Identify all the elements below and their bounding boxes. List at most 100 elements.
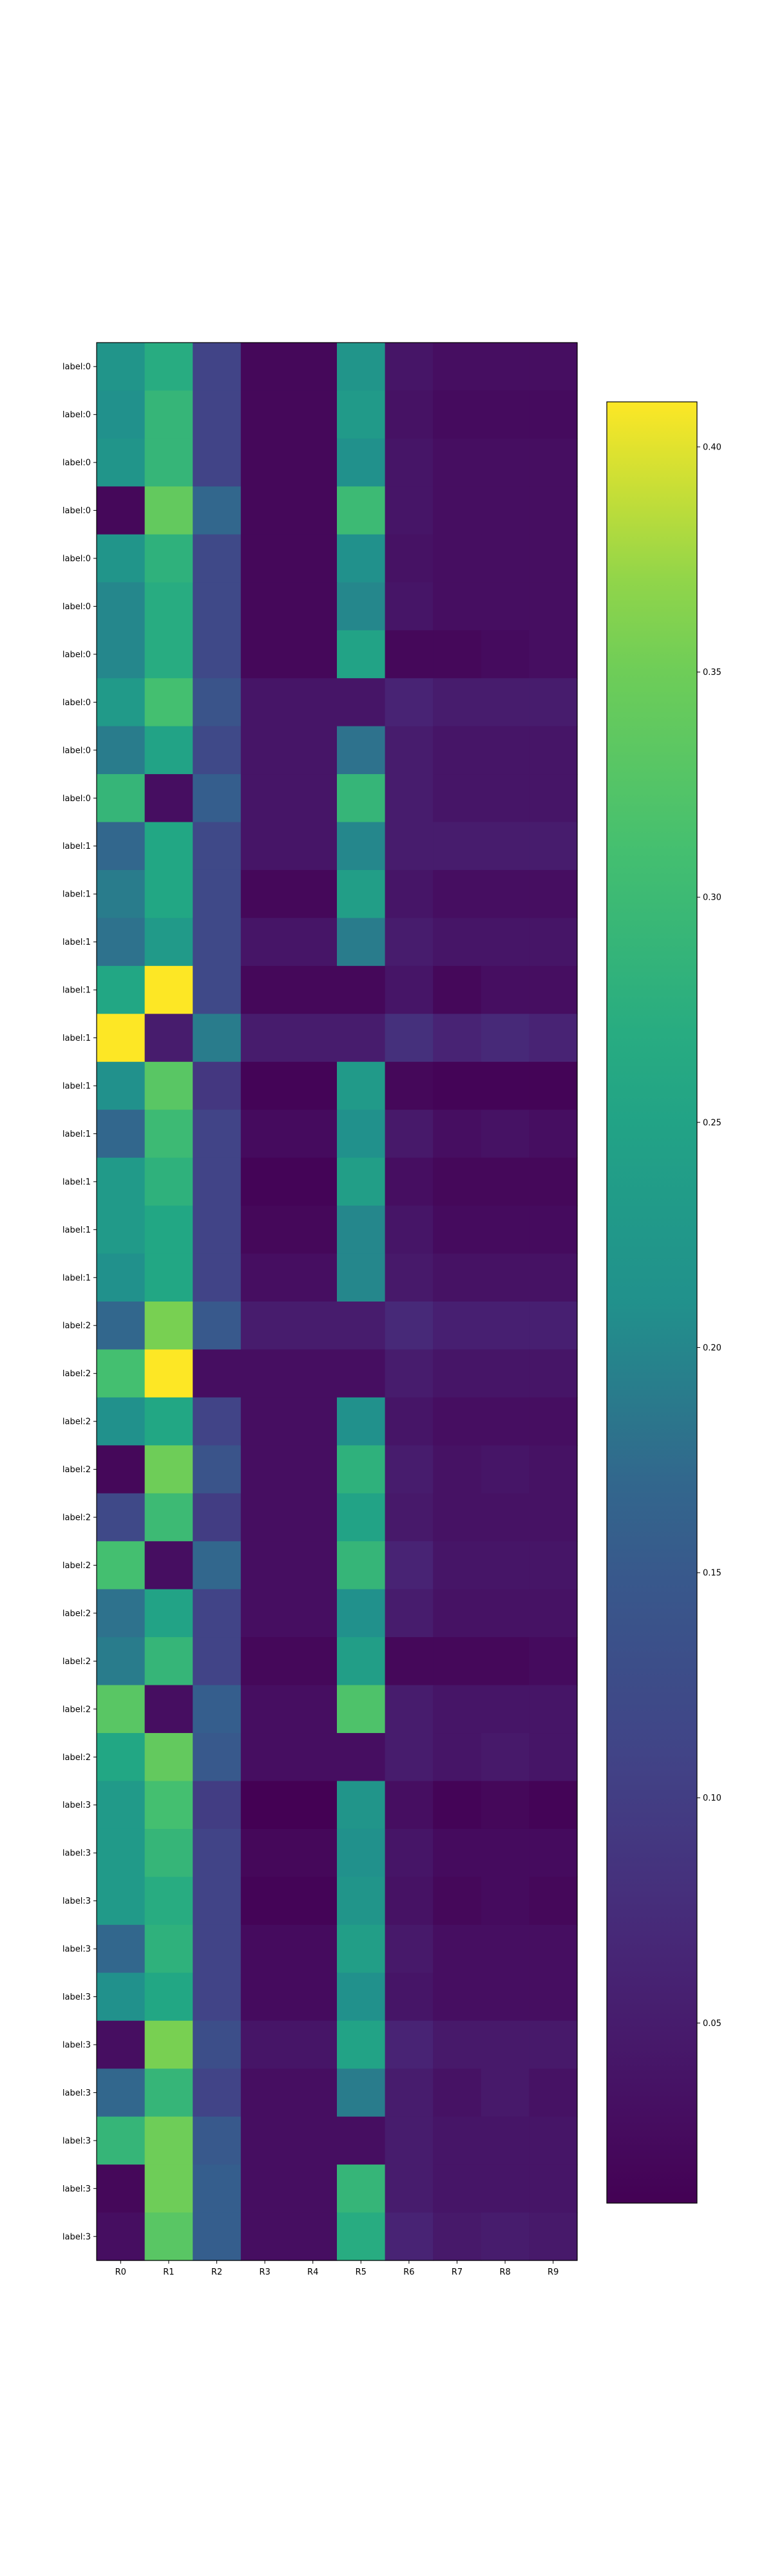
heatmap-cell	[385, 918, 434, 967]
heatmap-cell	[289, 2069, 338, 2117]
heatmap-cell	[193, 438, 242, 487]
y-tick-label: label:2	[62, 1609, 91, 1618]
heatmap-cell	[337, 678, 386, 727]
heatmap-cell	[289, 2020, 338, 2069]
y-tick-label: label:1	[62, 986, 91, 996]
heatmap-cell	[529, 582, 578, 631]
heatmap-cell	[240, 1302, 289, 1350]
heatmap-cell	[385, 2069, 434, 2117]
heatmap-cell	[240, 1157, 289, 1206]
heatmap-cell	[289, 822, 338, 871]
heatmap-cell	[193, 630, 242, 679]
heatmap-cell	[433, 1924, 482, 1973]
heatmap-cell	[433, 582, 482, 631]
heatmap-cell	[289, 1924, 338, 1973]
heatmap-cell	[240, 1637, 289, 1686]
heatmap-cell	[529, 343, 578, 392]
heatmap-cell	[193, 1973, 242, 2022]
heatmap-cell	[240, 1685, 289, 1734]
colorbar-tick-label: 0.30	[703, 893, 721, 903]
heatmap-cell	[240, 534, 289, 583]
heatmap-cell	[144, 869, 193, 918]
heatmap-cell	[433, 1110, 482, 1159]
colorbar: 0.05 0.10 0.15 0.20 0.25 0.30 0.35 0.40	[606, 401, 721, 2204]
x-tick-label: R4	[307, 2268, 318, 2277]
heatmap-cell	[337, 822, 386, 871]
y-tick-label: label:0	[62, 410, 91, 420]
heatmap-cell	[385, 1061, 434, 1110]
heatmap-cell	[529, 1828, 578, 1877]
x-tick-label: R2	[211, 2268, 222, 2277]
heatmap-cell	[481, 582, 530, 631]
heatmap-cell	[337, 2116, 386, 2165]
heatmap-cell	[337, 1302, 386, 1350]
y-tick-label: label:0	[62, 363, 91, 372]
x-axis: R0 R1 R2 R3 R4 R5 R6 R7 R8 R9	[115, 2260, 558, 2277]
heatmap-cell	[433, 1397, 482, 1446]
heatmap-cell	[240, 918, 289, 967]
heatmap-cell	[529, 1637, 578, 1686]
heatmap-cell	[337, 1828, 386, 1877]
heatmap-cell	[97, 486, 146, 535]
heatmap-cell	[144, 918, 193, 967]
heatmap-cell	[385, 1110, 434, 1159]
heatmap-cell	[385, 1157, 434, 1206]
heatmap-cell	[193, 1828, 242, 1877]
heatmap-cell	[193, 918, 242, 967]
y-axis: label:0 label:0 label:0 label:0 label:0 label…	[62, 363, 97, 2242]
heatmap-cell	[385, 630, 434, 679]
heatmap-cell	[240, 390, 289, 439]
heatmap-cell	[529, 1302, 578, 1350]
heatmap-cell	[289, 1397, 338, 1446]
y-tick-label: label:2	[62, 1705, 91, 1714]
heatmap-cell	[529, 774, 578, 823]
heatmap-cell	[385, 1541, 434, 1590]
heatmap-cell	[144, 678, 193, 727]
y-tick-label: label:2	[62, 1369, 91, 1379]
heatmap-cell	[481, 1397, 530, 1446]
heatmap-cell	[433, 965, 482, 1014]
heatmap-cell	[240, 774, 289, 823]
x-tick-label: R1	[163, 2268, 174, 2277]
heatmap-cell	[337, 1589, 386, 1638]
heatmap-cell	[289, 1157, 338, 1206]
heatmap-cell	[481, 1877, 530, 1926]
heatmap-cell	[97, 630, 146, 679]
heatmap-cell	[144, 1157, 193, 1206]
heatmap-cell	[240, 1206, 289, 1255]
heatmap-cell	[289, 869, 338, 918]
y-tick-label: label:3	[62, 1897, 91, 1906]
heatmap-cell	[193, 1302, 242, 1350]
heatmap-cell	[289, 678, 338, 727]
heatmap-cell	[337, 1493, 386, 1542]
heatmap-cell	[433, 1877, 482, 1926]
heatmap-cell	[97, 343, 146, 392]
heatmap-cell	[433, 1541, 482, 1590]
heatmap-cell	[481, 1973, 530, 2022]
heatmap-cell	[385, 2212, 434, 2261]
heatmap-cell	[385, 1733, 434, 1782]
heatmap-cell	[97, 1061, 146, 1110]
heatmap-cell	[97, 1206, 146, 1255]
heatmap-cell	[337, 2020, 386, 2069]
heatmap-cell	[529, 1973, 578, 2022]
heatmap-cell	[337, 1206, 386, 1255]
heatmap-cell	[144, 1014, 193, 1063]
heatmap-cell	[144, 343, 193, 392]
heatmap-cell	[529, 438, 578, 487]
heatmap-cell	[433, 1014, 482, 1063]
y-tick-label: label:1	[62, 890, 91, 900]
heatmap-cell	[97, 1157, 146, 1206]
heatmap-cell	[337, 1061, 386, 1110]
y-tick-label: label:3	[62, 2136, 91, 2146]
heatmap-cell	[481, 869, 530, 918]
heatmap-cell	[481, 1349, 530, 1398]
heatmap-cell	[529, 1589, 578, 1638]
heatmap-cell	[433, 869, 482, 918]
heatmap-cell	[240, 1110, 289, 1159]
heatmap-cell	[97, 1924, 146, 1973]
y-tick-label: label:2	[62, 1561, 91, 1571]
heatmap-cell	[240, 1493, 289, 1542]
heatmap-cell	[240, 1397, 289, 1446]
heatmap-cell	[337, 582, 386, 631]
